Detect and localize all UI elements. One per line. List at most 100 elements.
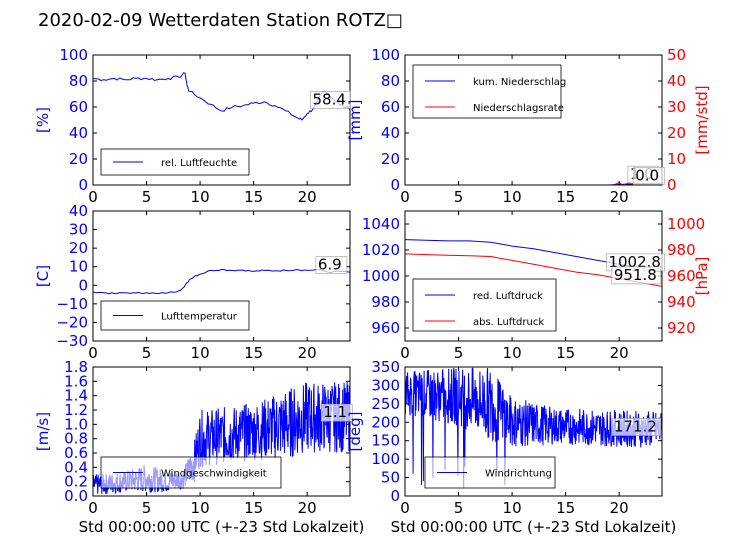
x-tick-label: 20 bbox=[610, 344, 629, 362]
x-tick-label: 0 bbox=[88, 499, 98, 517]
x-axis-label: Std 00:00:00 UTC (+-23 Std Lokalzeit) bbox=[391, 518, 677, 536]
x-tick-label: 10 bbox=[191, 188, 210, 206]
axes-frame-temperature bbox=[92, 210, 351, 342]
x-tick-label: 5 bbox=[454, 499, 464, 517]
y-tick-label: 350 bbox=[371, 358, 400, 376]
y-tick-label: 150 bbox=[371, 432, 400, 450]
x-tick-label: 10 bbox=[503, 344, 522, 362]
legend-label: Windrichtung bbox=[485, 469, 552, 480]
x-tick-label: 15 bbox=[244, 188, 263, 206]
annotation-box bbox=[320, 403, 353, 422]
y-tick-label: −10 bbox=[56, 295, 88, 313]
y-tick-label: 40 bbox=[69, 124, 88, 142]
y-tick-label: 60 bbox=[69, 98, 88, 116]
axes-frame-humidity bbox=[92, 54, 351, 186]
annotation-box bbox=[611, 266, 662, 285]
y-axis-label: [deg] bbox=[346, 412, 364, 452]
panel-temperature: 0 5 10 15 20−30−20−10010203040[C]Lufttempera… bbox=[34, 202, 351, 362]
x-tick-label: 15 bbox=[244, 499, 263, 517]
annotation-label: 1.1 bbox=[323, 403, 347, 421]
y2-axis-label: [hPa] bbox=[693, 257, 711, 296]
y-tick-label: 20 bbox=[69, 239, 88, 257]
x-tick-label: 10 bbox=[503, 188, 522, 206]
y2-axis-label: [mm/std] bbox=[693, 85, 711, 154]
series-line-temperature-0 bbox=[92, 268, 351, 295]
y-tick-label: 0.8 bbox=[64, 430, 88, 448]
x-tick-label: 0 bbox=[88, 188, 98, 206]
legend-label: kum. Niederschlag bbox=[473, 77, 566, 88]
annotation-box bbox=[611, 418, 662, 436]
y-tick-label: 40 bbox=[381, 124, 400, 142]
annotation-box bbox=[632, 167, 665, 185]
y2-tick-label: 980 bbox=[667, 241, 696, 259]
axes-frame-precipitation bbox=[404, 54, 663, 186]
y-tick-label: 0.4 bbox=[64, 458, 88, 476]
legend-label: Niederschlagsrate bbox=[473, 103, 564, 114]
annotation-label: 951.8 bbox=[614, 266, 657, 284]
annotation-label: 0.0 bbox=[635, 166, 659, 184]
y2-tick-label: 40 bbox=[667, 72, 686, 90]
x-tick-label: 5 bbox=[142, 499, 152, 517]
panel-pressure: 0 5 10 15 20 960 980 1000 1020 1040 920 940 960 980 10… bbox=[362, 210, 711, 362]
y-tick-label: −30 bbox=[56, 332, 88, 350]
y2-tick-label: 940 bbox=[667, 293, 696, 311]
axes-frame-windspeed bbox=[92, 366, 351, 497]
y-tick-label: 100 bbox=[371, 450, 400, 468]
x-tick-label: 10 bbox=[191, 499, 210, 517]
y-axis-label: [m/s] bbox=[34, 412, 52, 451]
legend-label: rel. Luftfeuchte bbox=[161, 158, 237, 169]
y-tick-label: 100 bbox=[59, 46, 88, 64]
y-tick-label: 30 bbox=[69, 221, 88, 239]
y-tick-label: 1000 bbox=[362, 267, 400, 285]
y-tick-label: 10 bbox=[69, 258, 88, 276]
annotation-label: 1002.8 bbox=[608, 253, 661, 271]
x-tick-label: 15 bbox=[556, 344, 575, 362]
x-tick-label: 0 bbox=[88, 344, 98, 362]
y-tick-label: 0.0 bbox=[64, 487, 88, 505]
y-tick-label: 1.6 bbox=[64, 372, 88, 390]
legend-label: abs. Luftdruck bbox=[473, 317, 544, 328]
legend-label: red. Luftdruck bbox=[473, 291, 543, 302]
y-tick-label: 50 bbox=[381, 469, 400, 487]
y-tick-label: 0.6 bbox=[64, 444, 88, 462]
panel-humidity: 0 5 10 15 20 0 20 40 60 80 100 [%] rel. Luftfeuchte 5… bbox=[34, 46, 351, 206]
y-tick-label: 0 bbox=[390, 176, 400, 194]
annotation-label: 58.4 bbox=[313, 90, 346, 108]
x-tick-label: 5 bbox=[142, 188, 152, 206]
y2-tick-label: 50 bbox=[667, 46, 686, 64]
y2-tick-label: 30 bbox=[667, 98, 686, 116]
y-tick-label: 1.8 bbox=[64, 358, 88, 376]
panel-windspeed: 0 5 10 15 20 0.00.20.40.60.81.01.21.41.61.8 [m… bbox=[34, 358, 364, 536]
y-tick-label: 1.4 bbox=[64, 387, 88, 405]
legend-box-pressure bbox=[412, 278, 557, 332]
y-tick-label: 20 bbox=[69, 150, 88, 168]
y-tick-label: 1.2 bbox=[64, 401, 88, 419]
y2-tick-label: 1000 bbox=[667, 215, 705, 233]
y-tick-label: 40 bbox=[69, 202, 88, 220]
x-tick-label: 15 bbox=[556, 188, 575, 206]
x-tick-label: 5 bbox=[142, 344, 152, 362]
legend-label: Windgeschwindigkeit bbox=[161, 469, 267, 480]
y-tick-label: 300 bbox=[371, 376, 400, 394]
figure-title: 2020-02-09 Wetterdaten Station ROTZ□ bbox=[38, 10, 403, 31]
y-tick-label: 0 bbox=[78, 176, 88, 194]
x-tick-label: 20 bbox=[298, 188, 317, 206]
y-tick-label: 20 bbox=[381, 150, 400, 168]
x-tick-label: 15 bbox=[244, 344, 263, 362]
legend-box-precipitation bbox=[412, 64, 562, 119]
x-tick-label: 0 bbox=[400, 344, 410, 362]
y-tick-label: 100 bbox=[371, 46, 400, 64]
y-tick-label: 0 bbox=[390, 487, 400, 505]
annotation-box bbox=[310, 91, 351, 109]
x-tick-label: 0 bbox=[400, 188, 410, 206]
y2-tick-label: 960 bbox=[667, 267, 696, 285]
annotation-label: 171.2 bbox=[614, 418, 657, 436]
y-tick-label: 60 bbox=[381, 98, 400, 116]
y-axis-label: [C] bbox=[34, 265, 52, 287]
x-tick-label: 5 bbox=[454, 188, 464, 206]
y-tick-label: 0.2 bbox=[64, 473, 88, 491]
y-tick-label: 1040 bbox=[362, 215, 400, 233]
x-tick-label: 10 bbox=[503, 499, 522, 517]
